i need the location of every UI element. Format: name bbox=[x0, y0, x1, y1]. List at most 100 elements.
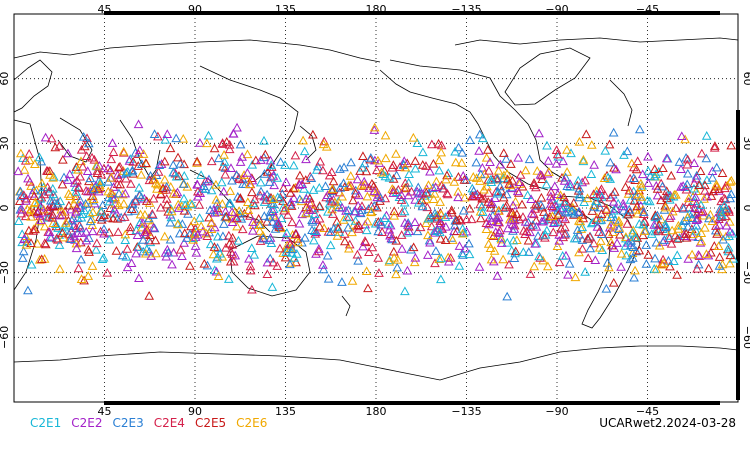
observation-marker bbox=[198, 181, 209, 190]
observation-marker bbox=[39, 189, 50, 199]
observation-marker bbox=[696, 200, 706, 209]
observation-marker bbox=[352, 249, 363, 259]
observation-marker bbox=[652, 210, 663, 220]
observation-marker bbox=[589, 238, 599, 248]
observation-marker bbox=[343, 205, 354, 215]
observation-marker bbox=[572, 225, 583, 234]
observation-marker bbox=[703, 250, 714, 260]
observation-marker bbox=[60, 217, 71, 227]
observation-marker bbox=[149, 174, 160, 184]
y-tick-label-left: −30 bbox=[0, 261, 11, 284]
observation-marker bbox=[436, 274, 446, 284]
observation-marker bbox=[221, 242, 231, 252]
observation-marker bbox=[636, 178, 646, 188]
observation-marker bbox=[529, 261, 540, 271]
observation-marker bbox=[421, 187, 432, 197]
observation-marker bbox=[649, 263, 660, 273]
observation-marker bbox=[254, 226, 265, 235]
observation-marker bbox=[294, 180, 305, 189]
observation-marker bbox=[435, 233, 446, 243]
observation-marker bbox=[44, 166, 55, 175]
observation-marker bbox=[337, 191, 348, 201]
observation-marker bbox=[570, 272, 581, 282]
observation-marker bbox=[71, 202, 82, 212]
observation-marker bbox=[711, 179, 722, 189]
observation-marker bbox=[262, 216, 272, 226]
observation-marker bbox=[321, 141, 332, 151]
observation-marker bbox=[399, 197, 410, 207]
observation-marker bbox=[482, 144, 493, 154]
observation-marker bbox=[51, 233, 62, 243]
observation-marker bbox=[539, 207, 549, 216]
observation-marker bbox=[554, 235, 565, 245]
observation-marker bbox=[262, 269, 273, 279]
observation-marker bbox=[134, 182, 144, 192]
observation-marker bbox=[622, 146, 633, 156]
observation-marker bbox=[547, 201, 557, 211]
observation-marker bbox=[347, 227, 357, 237]
observation-marker bbox=[192, 179, 202, 189]
observation-marker bbox=[556, 223, 567, 233]
observation-marker bbox=[520, 216, 531, 226]
observation-marker bbox=[436, 180, 447, 190]
observation-marker bbox=[106, 188, 117, 198]
observation-marker bbox=[660, 222, 671, 232]
observation-marker bbox=[630, 191, 641, 200]
observation-marker bbox=[542, 225, 552, 235]
observation-marker bbox=[313, 244, 324, 253]
observation-marker bbox=[687, 231, 698, 241]
observation-marker bbox=[30, 197, 41, 207]
observation-marker bbox=[525, 227, 535, 237]
observation-marker bbox=[19, 164, 30, 174]
observation-marker bbox=[126, 204, 137, 214]
observation-marker bbox=[609, 186, 620, 196]
observation-marker bbox=[489, 246, 500, 255]
observation-marker bbox=[596, 229, 607, 238]
observation-marker bbox=[543, 155, 554, 165]
observation-marker bbox=[384, 224, 395, 234]
observation-marker bbox=[594, 227, 604, 236]
observation-marker bbox=[696, 148, 707, 158]
observation-marker bbox=[71, 191, 81, 201]
observation-marker bbox=[435, 218, 446, 228]
observation-marker bbox=[627, 227, 638, 237]
observation-marker bbox=[549, 217, 560, 227]
observation-marker bbox=[443, 168, 454, 177]
observation-marker bbox=[118, 198, 129, 208]
observation-marker bbox=[624, 185, 635, 195]
observation-marker bbox=[247, 173, 257, 183]
observation-marker bbox=[26, 181, 36, 190]
observation-marker bbox=[314, 246, 324, 256]
observation-marker bbox=[501, 189, 512, 199]
observation-marker bbox=[280, 160, 290, 169]
observation-marker bbox=[73, 263, 84, 273]
observation-marker bbox=[534, 128, 544, 138]
observation-marker bbox=[605, 192, 616, 202]
y-tick-label-left: 0 bbox=[0, 205, 11, 212]
observation-marker bbox=[361, 225, 372, 235]
observation-marker bbox=[512, 209, 522, 219]
coast-europe bbox=[13, 59, 53, 113]
observation-marker bbox=[691, 170, 702, 180]
observation-marker bbox=[660, 200, 671, 210]
observation-marker bbox=[371, 165, 382, 175]
observation-marker bbox=[658, 254, 668, 264]
observation-marker bbox=[498, 192, 509, 202]
observation-marker bbox=[458, 171, 469, 180]
observation-marker bbox=[682, 154, 693, 164]
observation-marker bbox=[412, 186, 423, 196]
observation-marker bbox=[531, 221, 542, 231]
observation-marker bbox=[161, 193, 172, 203]
observation-marker bbox=[337, 277, 347, 286]
observation-marker bbox=[387, 162, 398, 172]
observation-marker bbox=[167, 259, 177, 269]
observation-marker bbox=[529, 180, 539, 190]
observation-marker bbox=[346, 157, 356, 167]
observation-marker bbox=[20, 211, 31, 221]
observation-marker bbox=[287, 244, 298, 254]
observation-marker bbox=[219, 149, 229, 159]
observation-marker bbox=[218, 186, 229, 196]
observation-marker bbox=[369, 122, 380, 132]
observation-marker bbox=[162, 199, 172, 209]
observation-marker bbox=[225, 198, 236, 208]
